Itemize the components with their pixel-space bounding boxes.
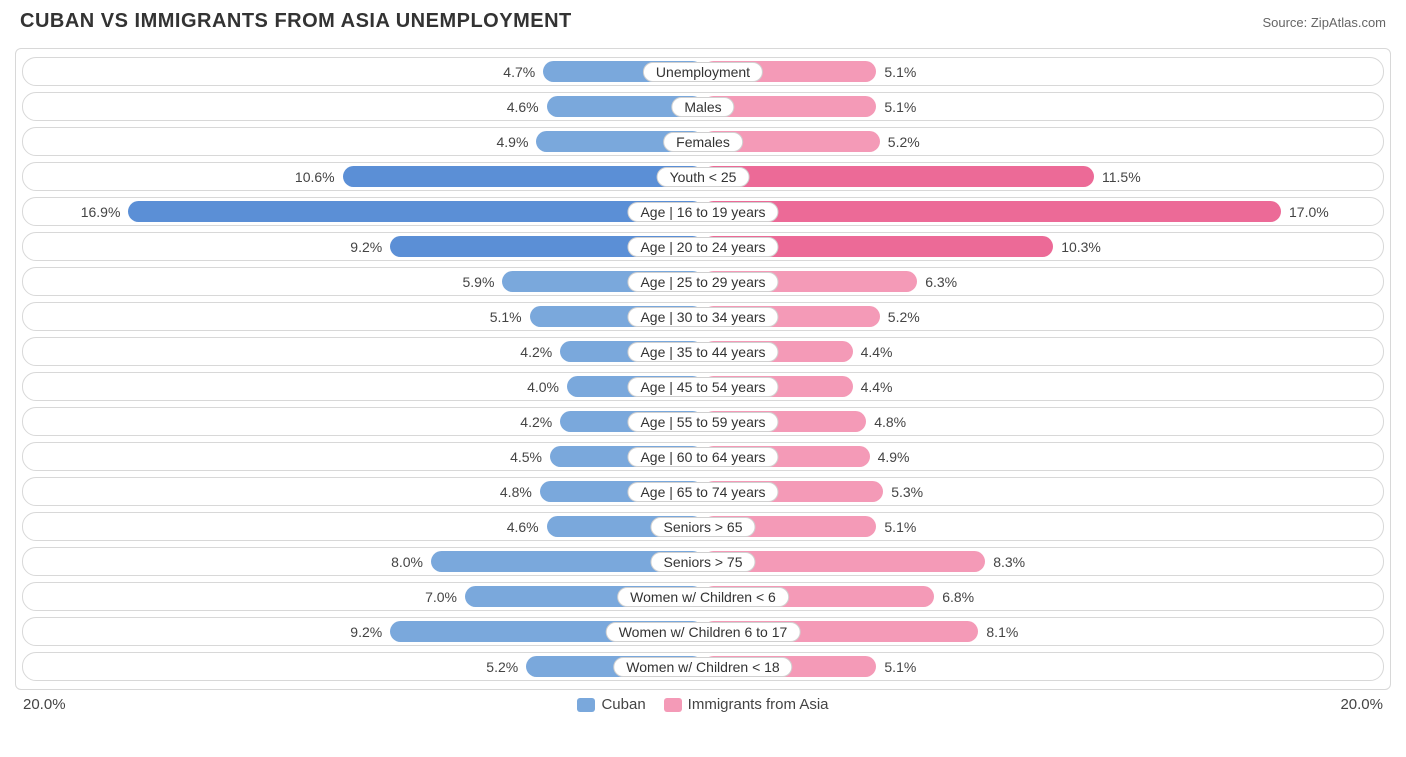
category-label: Age | 20 to 24 years [627, 237, 778, 257]
value-label-left: 9.2% [350, 624, 382, 640]
axis-right-max: 20.0% [1340, 696, 1383, 713]
legend-item-cuban: Cuban [577, 696, 645, 713]
value-label-left: 9.2% [350, 239, 382, 255]
value-label-left: 5.2% [486, 659, 518, 675]
legend-label-asia: Immigrants from Asia [688, 696, 829, 713]
category-label: Age | 16 to 19 years [627, 202, 778, 222]
value-label-right: 5.2% [888, 134, 920, 150]
category-label: Age | 35 to 44 years [627, 342, 778, 362]
value-label-right: 11.5% [1102, 169, 1141, 185]
value-label-left: 8.0% [391, 554, 423, 570]
category-label: Youth < 25 [657, 167, 750, 187]
legend-swatch-cuban [577, 698, 595, 712]
chart-row: 7.0% 6.8% Women w/ Children < 6 [22, 582, 1384, 611]
value-label-right: 5.1% [884, 659, 916, 675]
value-label-left: 4.8% [500, 484, 532, 500]
value-label-right: 6.8% [942, 589, 974, 605]
category-label: Females [663, 132, 743, 152]
chart-footer: 20.0% Cuban Immigrants from Asia 20.0% [15, 696, 1391, 713]
bar-cuban [343, 166, 703, 187]
value-label-right: 17.0% [1289, 204, 1329, 220]
value-label-left: 5.9% [462, 274, 494, 290]
value-label-right: 8.3% [993, 554, 1025, 570]
bar-asia [703, 166, 1094, 187]
category-label: Unemployment [643, 62, 763, 82]
chart-row: 8.0% 8.3% Seniors > 75 [22, 547, 1384, 576]
category-label: Age | 55 to 59 years [627, 412, 778, 432]
chart-row: 4.9% 5.2% Females [22, 127, 1384, 156]
value-label-right: 4.4% [861, 344, 893, 360]
chart-row: 10.6% 11.5% Youth < 25 [22, 162, 1384, 191]
value-label-right: 4.4% [861, 379, 893, 395]
chart-row: 4.5% 4.9% Age | 60 to 64 years [22, 442, 1384, 471]
value-label-left: 4.7% [503, 64, 535, 80]
legend-item-asia: Immigrants from Asia [664, 696, 829, 713]
category-label: Seniors > 65 [651, 517, 756, 537]
value-label-left: 4.2% [520, 344, 552, 360]
value-label-right: 6.3% [925, 274, 957, 290]
category-label: Women w/ Children < 18 [613, 657, 792, 677]
value-label-right: 4.9% [878, 449, 910, 465]
chart-row: 4.7% 5.1% Unemployment [22, 57, 1384, 86]
value-label-right: 5.2% [888, 309, 920, 325]
value-label-right: 5.3% [891, 484, 923, 500]
value-label-left: 5.1% [490, 309, 522, 325]
chart-row: 4.2% 4.8% Age | 55 to 59 years [22, 407, 1384, 436]
chart-row: 4.6% 5.1% Males [22, 92, 1384, 121]
chart-row: 4.6% 5.1% Seniors > 65 [22, 512, 1384, 541]
chart-header: CUBAN VS IMMIGRANTS FROM ASIA UNEMPLOYME… [15, 10, 1391, 33]
value-label-left: 4.6% [507, 519, 539, 535]
category-label: Women w/ Children < 6 [617, 587, 789, 607]
value-label-left: 4.6% [507, 99, 539, 115]
chart-row: 9.2% 10.3% Age | 20 to 24 years [22, 232, 1384, 261]
value-label-right: 4.8% [874, 414, 906, 430]
category-label: Seniors > 75 [651, 552, 756, 572]
value-label-left: 4.2% [520, 414, 552, 430]
value-label-left: 4.5% [510, 449, 542, 465]
value-label-right: 10.3% [1061, 239, 1101, 255]
value-label-left: 10.6% [295, 169, 335, 185]
axis-left-max: 20.0% [23, 696, 66, 713]
value-label-left: 4.9% [496, 134, 528, 150]
chart-area: 4.7% 5.1% Unemployment 4.6% 5.1% Males 4.9% 5.2… [15, 48, 1391, 690]
category-label: Age | 30 to 34 years [627, 307, 778, 327]
value-label-left: 4.0% [527, 379, 559, 395]
chart-row: 9.2% 8.1% Women w/ Children 6 to 17 [22, 617, 1384, 646]
category-label: Age | 45 to 54 years [627, 377, 778, 397]
chart-row: 5.9% 6.3% Age | 25 to 29 years [22, 267, 1384, 296]
value-label-right: 5.1% [884, 519, 916, 535]
bar-cuban [128, 201, 703, 222]
category-label: Males [671, 97, 734, 117]
chart-row: 5.2% 5.1% Women w/ Children < 18 [22, 652, 1384, 681]
value-label-right: 5.1% [884, 64, 916, 80]
category-label: Age | 25 to 29 years [627, 272, 778, 292]
value-label-right: 8.1% [986, 624, 1018, 640]
value-label-right: 5.1% [884, 99, 916, 115]
chart-row: 4.8% 5.3% Age | 65 to 74 years [22, 477, 1384, 506]
value-label-left: 16.9% [81, 204, 121, 220]
chart-title: CUBAN VS IMMIGRANTS FROM ASIA UNEMPLOYME… [20, 10, 572, 33]
legend-label-cuban: Cuban [601, 696, 645, 713]
chart-row: 5.1% 5.2% Age | 30 to 34 years [22, 302, 1384, 331]
chart-row: 4.2% 4.4% Age | 35 to 44 years [22, 337, 1384, 366]
category-label: Age | 65 to 74 years [627, 482, 778, 502]
chart-source: Source: ZipAtlas.com [1262, 15, 1386, 30]
bar-asia [703, 201, 1281, 222]
category-label: Women w/ Children 6 to 17 [606, 622, 801, 642]
legend: Cuban Immigrants from Asia [577, 696, 828, 713]
chart-row: 4.0% 4.4% Age | 45 to 54 years [22, 372, 1384, 401]
legend-swatch-asia [664, 698, 682, 712]
category-label: Age | 60 to 64 years [627, 447, 778, 467]
chart-row: 16.9% 17.0% Age | 16 to 19 years [22, 197, 1384, 226]
value-label-left: 7.0% [425, 589, 457, 605]
